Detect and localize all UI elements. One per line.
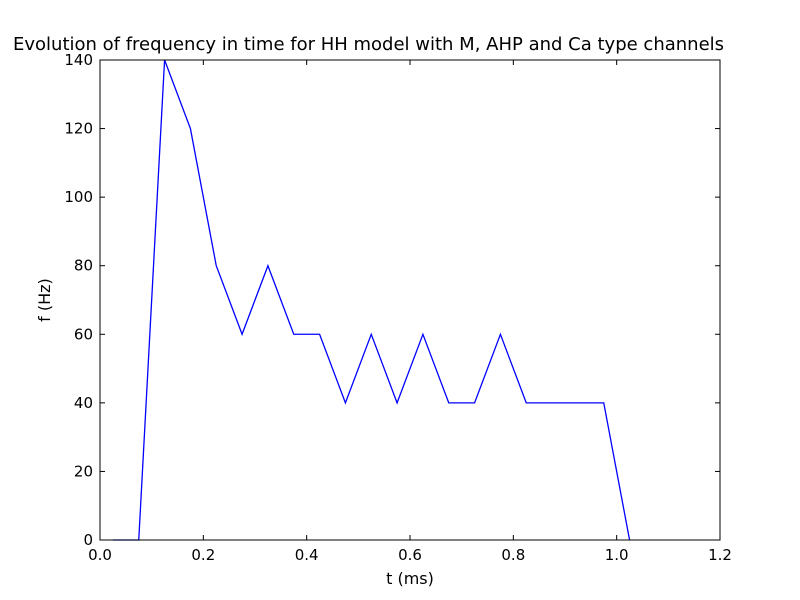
x-tick-label: 0.2 xyxy=(191,546,215,564)
y-tick-label: 20 xyxy=(74,462,93,480)
y-tick-label: 80 xyxy=(74,257,93,275)
y-tick-label: 100 xyxy=(64,188,93,206)
x-tick-label: 0.8 xyxy=(501,546,525,564)
y-tick-label: 40 xyxy=(74,394,93,412)
y-tick-label: 140 xyxy=(64,51,93,69)
x-tick-label: 1.2 xyxy=(708,546,732,564)
y-axis-label: f (Hz) xyxy=(35,278,54,322)
x-tick-label: 0.4 xyxy=(295,546,319,564)
x-tick-label: 1.0 xyxy=(605,546,629,564)
chart-title: Evolution of frequency in time for HH mo… xyxy=(13,34,725,55)
y-tick-label: 60 xyxy=(74,325,93,343)
x-tick-label: 0.0 xyxy=(88,546,112,564)
series-line-0 xyxy=(112,59,631,541)
y-tick-label: 0 xyxy=(83,531,93,549)
y-tick-label: 120 xyxy=(64,120,93,138)
x-axis-label: t (ms) xyxy=(386,569,434,588)
axes-frame xyxy=(99,59,721,541)
x-tick-label: 0.6 xyxy=(398,546,422,564)
